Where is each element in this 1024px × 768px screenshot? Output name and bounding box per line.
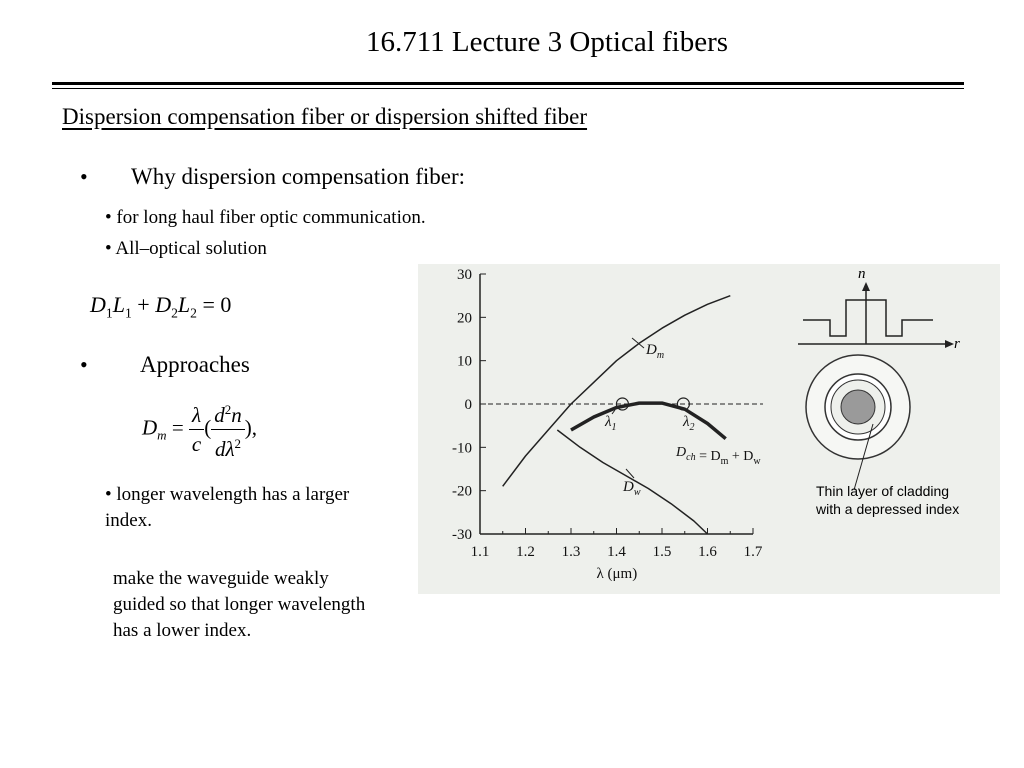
y-tick-label: -20	[452, 484, 472, 500]
inset-caption-pointer	[853, 423, 874, 491]
bullet-why: Why dispersion compensation fiber:	[131, 164, 466, 189]
eq1-l1-sub: 1	[124, 305, 132, 321]
x-tick-label: 1.1	[471, 544, 490, 560]
index-profile-inset: n r Thin layer of cladding with a depres…	[798, 266, 960, 517]
equation-material-dispersion: Dm = λ c ( d2n dλ2 ),	[142, 396, 257, 463]
eq1-d1: D	[90, 292, 106, 317]
eq2-c: c	[191, 432, 202, 456]
eq2-sup-den: 2	[234, 436, 242, 451]
x-tick-label: 1.6	[698, 544, 717, 560]
eq1-l2: L	[177, 292, 191, 317]
eq1-l1: L	[112, 292, 125, 317]
zero-crossing-marker	[676, 397, 690, 411]
label-lambda1: λ1	[604, 414, 617, 433]
inset-r-arrow	[945, 340, 954, 348]
dispersion-plot: 30 20 10 0 -10 -20 -301.1 1.2 1.3 1.4 1.5 1.6 1.7 λ (…	[452, 267, 763, 582]
label-dch-a-main: D	[675, 445, 686, 460]
label-dw-main: D	[622, 479, 634, 495]
label-lambda1-main: λ	[604, 414, 612, 430]
x-axis-label: λ (μm)	[597, 566, 638, 582]
pointer-dm	[631, 337, 645, 349]
label-dch-m-sub: m	[721, 456, 729, 467]
label-lambda1-sub: 1	[612, 422, 617, 433]
series-d-w	[556, 429, 709, 535]
dispersion-figure: 30 20 10 0 -10 -20 -301.1 1.2 1.3 1.4 1.5 1.6 1.7 λ (…	[418, 264, 1000, 594]
label-dch-eq: = D	[696, 449, 721, 464]
eq1-l2-sub: 2	[190, 305, 197, 321]
eq2-d-num: d	[214, 403, 225, 427]
bullet-dot-why: •	[80, 164, 88, 189]
inset-caption-line2: with a depressed index	[815, 501, 959, 517]
section-subtitle: Dispersion compensation fiber or dispers…	[62, 104, 588, 129]
bullet-approaches: Approaches	[140, 352, 250, 377]
pointer-lambda2	[687, 409, 691, 415]
x-tick-label: 1.4	[607, 544, 626, 560]
y-tick-label: 0	[465, 397, 473, 413]
eq2-sup-num: 2	[224, 402, 232, 417]
title-rule-thin	[52, 88, 964, 89]
eq2-open-paren: (	[204, 415, 212, 440]
label-lambda2-sub: 2	[690, 422, 695, 433]
series-d-m	[502, 294, 731, 487]
eq1-d2-sub: 2	[171, 305, 178, 321]
y-tick-label: 10	[457, 354, 472, 370]
eq2-dlambda: dλ	[214, 437, 235, 461]
eq2-denominator: dλ2	[211, 430, 245, 463]
title-rule-thick	[52, 82, 964, 85]
y-tick-label: 30	[457, 267, 472, 283]
eq2-numerator: d2n	[211, 396, 245, 430]
sub-bullet-longer-wavelength: • longer wavelength has a larger index.	[105, 484, 350, 531]
y-tick-label: -10	[452, 440, 472, 456]
label-dm-sub: m	[657, 350, 664, 361]
label-dch-w-sub: w	[753, 456, 761, 467]
label-dm: Dm	[645, 342, 664, 361]
x-tick-label: 1.5	[653, 544, 672, 560]
eq1-equals-zero: = 0	[196, 292, 232, 317]
eq2-frac-d2n: d2n dλ2	[211, 396, 245, 463]
label-lambda2: λ2	[682, 414, 695, 433]
y-tick-label: 20	[457, 310, 472, 326]
pointer-dw	[625, 468, 635, 479]
sub-bullet-all-optical: • All–optical solution	[105, 238, 267, 259]
y-tick-label: -30	[452, 527, 472, 543]
x-tick-label: 1.7	[744, 544, 763, 560]
eq2-frac-lambda-c: λ c	[188, 401, 205, 458]
label-lambda2-main: λ	[682, 414, 690, 430]
eq1-d1-sub: 1	[105, 305, 113, 321]
pointer-lambda1	[611, 409, 616, 415]
inset-n-arrow	[862, 282, 870, 291]
waveguide-note: make the waveguide weakly guided so that…	[113, 568, 366, 641]
equation-compensation: D1L1 + D2L2 = 0	[90, 292, 231, 321]
inset-caption-line1: Thin layer of cladding	[816, 483, 949, 499]
index-profile-step	[803, 299, 933, 337]
label-dw-sub: w	[634, 487, 641, 498]
label-dch: Dch = Dm + Dw	[675, 445, 761, 467]
label-dch-plus: + D	[728, 449, 753, 464]
eq1-d2: D	[155, 292, 172, 317]
x-tick-label: 1.3	[562, 544, 581, 560]
series-d-ch	[570, 401, 727, 441]
label-dw: Dw	[622, 479, 641, 498]
slide-title: 16.711 Lecture 3 Optical fibers	[365, 26, 729, 58]
eq1-plus: +	[131, 292, 156, 317]
bullet-dot-approaches: •	[80, 352, 88, 377]
eq2-d: D	[142, 415, 158, 440]
eq2-lambda: λ	[188, 401, 205, 430]
sub-bullet-long-haul: • for long haul fiber optic communicatio…	[105, 207, 426, 228]
inset-r-label: r	[954, 336, 960, 352]
eq2-n: n	[231, 403, 242, 427]
eq2-close-paren: ),	[244, 415, 258, 440]
fiber-core	[840, 389, 876, 425]
zero-crossing-marker	[615, 397, 630, 411]
eq2-equals: =	[166, 415, 189, 440]
label-dch-a-sub: ch	[686, 452, 695, 463]
inset-n-label: n	[858, 266, 866, 282]
eq2-d-sub: m	[157, 427, 167, 443]
x-tick-label: 1.2	[516, 544, 535, 560]
label-dm-main: D	[645, 342, 657, 358]
